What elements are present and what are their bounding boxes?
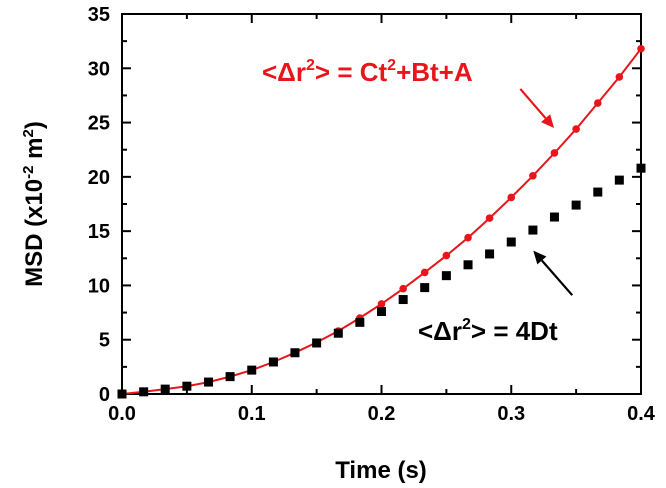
data-point-square: [528, 225, 538, 235]
data-point-square: [268, 357, 278, 367]
data-point-square: [593, 187, 603, 197]
annotations: <Δr2> = Ct2+Bt+A<Δr2> = 4Dt: [262, 57, 574, 346]
data-point-square: [506, 237, 516, 247]
data-point-circle: [550, 149, 559, 157]
data-point-circle: [572, 125, 580, 133]
red-formula-arrow-shaft: [519, 88, 547, 119]
red-formula-label: <Δr2> = Ct2+Bt+A: [262, 57, 473, 87]
y-tick-label: 15: [88, 221, 110, 243]
black-formula-part: <Δr: [418, 316, 462, 346]
data-point-circle: [485, 214, 494, 222]
x-tick-label: 0.2: [368, 403, 396, 425]
data-point-square: [225, 372, 235, 382]
data-point-square: [333, 328, 343, 338]
black-formula-label: <Δr2> = 4Dt: [418, 316, 558, 346]
y-tick-label: 35: [88, 4, 110, 26]
y-tick-label: 25: [88, 113, 110, 135]
black-formula-part: 2: [462, 316, 471, 333]
data-point-square: [398, 295, 408, 305]
y-tick-label: 30: [88, 58, 110, 80]
data-point-square: [485, 249, 495, 259]
y-tick-label: 5: [99, 330, 110, 352]
data-point-square: [204, 377, 214, 387]
y-axis-title: MSD (x10-2 m2): [20, 121, 48, 287]
red-formula-part: > = Ct: [315, 57, 388, 87]
data-point-square: [160, 384, 170, 394]
red-formula-arrow-head: [541, 114, 555, 128]
black-formula-part: > = 4Dt: [471, 316, 558, 346]
y-axis-title-exp2: 2: [20, 129, 37, 137]
y-axis-title-mid: m: [21, 137, 48, 165]
data-point-circle: [377, 300, 386, 308]
data-point-circle: [442, 251, 451, 260]
data-point-square: [377, 306, 386, 316]
y-axis-title-prefix: MSD (x10: [21, 179, 48, 287]
axis-ticks: [121, 13, 642, 395]
data-point-circle: [399, 284, 407, 293]
data-point-square: [355, 317, 365, 327]
data-point-square: [463, 260, 473, 270]
x-tick-label: 0.0: [108, 403, 136, 425]
data-point-circle: [529, 171, 537, 180]
red-formula-part: 2: [306, 57, 315, 74]
data-point-circle: [420, 268, 429, 277]
data-point-circle: [464, 233, 472, 242]
data-markers: [117, 44, 646, 399]
red-formula-part: 2: [387, 57, 396, 74]
x-tick-label: 0.3: [497, 403, 525, 425]
x-tick-label: 0.1: [238, 403, 266, 425]
data-point-square: [117, 389, 127, 399]
data-point-circle: [507, 193, 516, 202]
data-point-circle: [637, 44, 645, 53]
data-point-square: [549, 212, 559, 222]
x-axis-title: Time (s): [335, 457, 427, 484]
y-axis-title-suffix: ): [21, 121, 48, 129]
y-axis-title-exp1: -2: [20, 165, 37, 178]
red-formula-part: +Bt+A: [396, 57, 473, 87]
data-point-circle: [593, 99, 602, 107]
black-formula-arrow-head: [533, 250, 547, 265]
data-point-square: [182, 381, 192, 391]
black-formula-arrow-shaft: [541, 259, 574, 296]
data-point-square: [139, 387, 149, 397]
data-point-square: [636, 163, 646, 173]
data-point-square: [571, 200, 581, 210]
data-point-square: [247, 365, 257, 375]
data-point-square: [312, 338, 322, 348]
y-tick-label: 20: [88, 167, 110, 189]
data-point-square: [441, 271, 451, 281]
y-tick-label: 0: [99, 384, 110, 406]
data-point-circle: [615, 73, 624, 81]
data-point-square: [614, 175, 624, 185]
data-point-square: [290, 348, 300, 358]
fit-line-series-0: [121, 48, 642, 395]
x-tick-label: 0.4: [627, 403, 656, 425]
tick-labels: 0.0 0.1 0.2 0.3 0.4 0 5 10 15 20 25 30 35: [88, 4, 656, 425]
y-tick-label: 10: [88, 275, 110, 297]
data-point-square: [420, 283, 430, 293]
fit-lines: [121, 48, 642, 395]
red-formula-part: <Δr: [262, 57, 306, 87]
